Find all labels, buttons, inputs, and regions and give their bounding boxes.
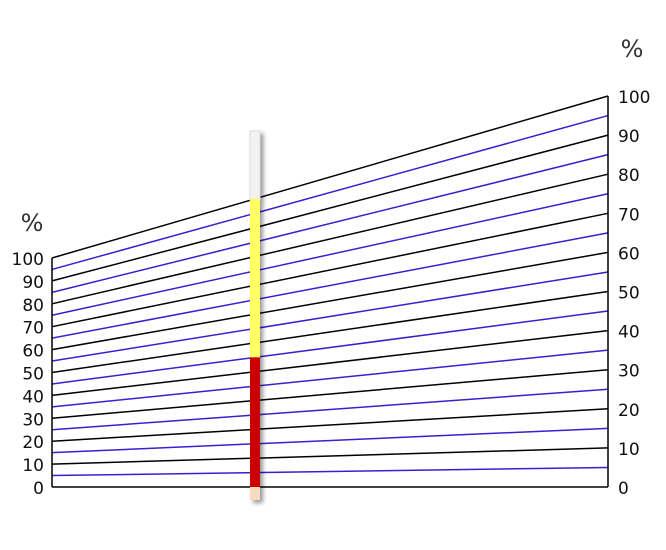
right-tick-label: 30 xyxy=(618,362,640,382)
scale-line-minor xyxy=(51,114,609,271)
right-tick-label: 20 xyxy=(618,401,640,421)
right-tick-label: 80 xyxy=(618,166,640,186)
left-tick-label: 80 xyxy=(22,296,44,316)
bar-segment xyxy=(250,357,260,487)
bar-top xyxy=(249,130,261,201)
scale-line xyxy=(51,134,609,282)
right-tick-label: 70 xyxy=(618,205,640,225)
scale-line xyxy=(51,173,609,305)
left-tick-label: 0 xyxy=(33,479,44,499)
scale-lines xyxy=(51,95,609,488)
right-tick-label: 50 xyxy=(618,284,640,304)
left-tick-label: 20 xyxy=(22,433,44,453)
left-tick-label: 90 xyxy=(22,273,44,293)
scale-line xyxy=(51,95,609,259)
left-unit: % xyxy=(21,209,44,237)
left-tick-label: 100 xyxy=(12,250,44,270)
right-tick-label: 100 xyxy=(618,88,650,108)
scale-line xyxy=(51,329,609,397)
bar-segment xyxy=(250,198,260,358)
left-tick-label: 40 xyxy=(22,387,44,407)
scale-line-minor xyxy=(51,388,609,431)
left-tick-label: 50 xyxy=(22,365,44,385)
left-tick-label: 60 xyxy=(22,342,44,362)
scale-line xyxy=(51,290,609,374)
right-tick-label: 40 xyxy=(618,323,640,343)
scale-line-minor xyxy=(51,153,609,294)
left-tick-label: 30 xyxy=(22,410,44,430)
right-tick-label: 90 xyxy=(618,127,640,147)
scale-line-minor xyxy=(51,427,609,454)
right-tick-label: 10 xyxy=(618,440,640,460)
left-tick-label: 10 xyxy=(22,456,44,476)
scale-line xyxy=(51,251,609,351)
left-tick-label: 70 xyxy=(22,319,44,339)
scale-line-minor xyxy=(51,349,609,408)
scale-line-minor xyxy=(51,271,609,362)
scale-line xyxy=(51,408,609,442)
scale-line-minor xyxy=(51,310,609,385)
scale-line-minor xyxy=(51,466,609,477)
scale-line xyxy=(51,212,609,328)
scale-line xyxy=(51,447,609,465)
bar-base xyxy=(250,487,260,500)
scale-line-minor xyxy=(51,193,609,316)
bar xyxy=(249,130,261,500)
scale-line xyxy=(51,368,609,420)
right-tick-label: 60 xyxy=(618,244,640,264)
scale-line-minor xyxy=(51,232,609,339)
right-tick-label: 0 xyxy=(618,479,629,499)
right-unit: % xyxy=(621,35,644,63)
